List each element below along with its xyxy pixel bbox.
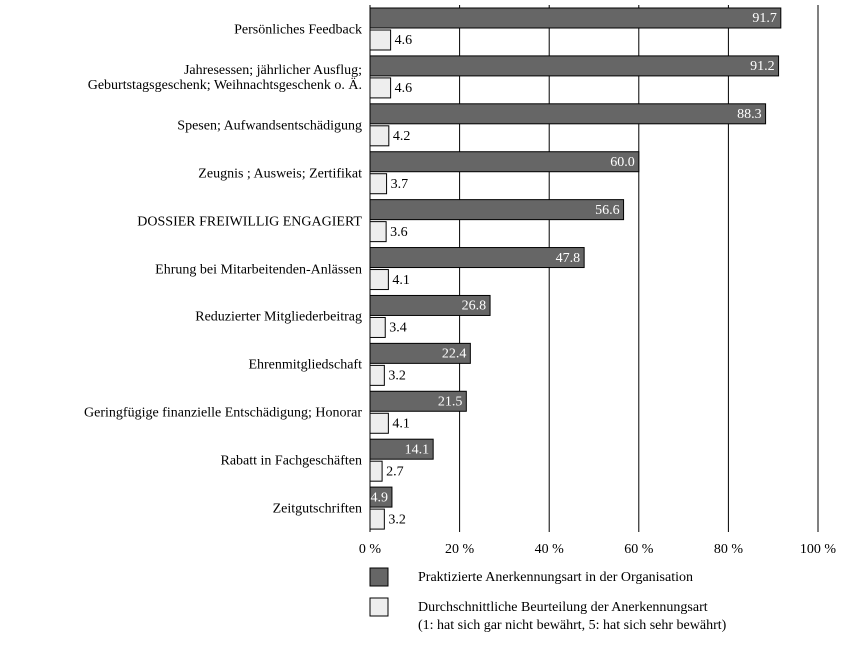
x-tick-label: 60 % <box>624 542 654 557</box>
category-label: DOSSIER FREIWILLIG ENGAGIERT <box>137 214 362 230</box>
legend-label: Durchschnittliche Beurteilung der Anerke… <box>418 600 708 615</box>
category-label: Ehrenmitgliedschaft <box>248 357 362 373</box>
value-label: 3.2 <box>388 512 406 527</box>
value-label: 4.2 <box>393 129 411 144</box>
value-label: 4.9 <box>370 490 388 505</box>
value-label: 4.6 <box>395 81 413 96</box>
legend-swatch <box>369 597 389 617</box>
category-label: Spesen; Aufwandsentschädigung <box>177 118 362 134</box>
category-label: Jahresessen; jährlicher Ausflug; Geburts… <box>87 62 362 93</box>
category-label: Zeitgutschriften <box>272 501 362 517</box>
category-label: Reduzierter Mitgliederbeitrag <box>195 309 362 325</box>
value-label: 91.2 <box>750 59 775 74</box>
bar <box>369 29 392 51</box>
category-label: Ehrung bei Mitarbeitenden-Anlässen <box>155 262 362 278</box>
bar <box>369 269 389 291</box>
bar <box>369 199 625 221</box>
x-tick-label: 100 % <box>800 542 837 557</box>
bar <box>369 316 386 338</box>
value-label: 91.7 <box>752 11 777 26</box>
legend-label: Praktizierte Anerkennungsart in der Orga… <box>418 570 693 585</box>
bar <box>369 77 392 99</box>
value-label: 60.0 <box>610 155 635 170</box>
bar <box>369 508 385 530</box>
bar <box>369 412 389 434</box>
value-label: 56.6 <box>595 203 620 218</box>
value-label: 3.7 <box>391 177 409 192</box>
bar <box>369 7 782 29</box>
value-label: 2.7 <box>386 464 404 479</box>
bar <box>369 221 387 243</box>
value-label: 21.5 <box>438 394 463 409</box>
category-label: Persönliches Feedback <box>234 22 362 38</box>
category-label: Zeugnis ; Ausweis; Zertifikat <box>198 166 362 182</box>
value-label: 47.8 <box>556 251 581 266</box>
x-tick-label: 80 % <box>714 542 744 557</box>
bar <box>369 151 640 173</box>
category-label: Rabatt in Fachgeschäften <box>220 453 362 469</box>
value-label: 26.8 <box>462 299 487 314</box>
value-label: 3.4 <box>389 321 407 336</box>
legend-swatch <box>369 567 389 587</box>
value-label: 3.6 <box>390 225 408 240</box>
bar <box>369 55 780 77</box>
x-tick-label: 40 % <box>535 542 565 557</box>
bar <box>369 247 585 269</box>
value-label: 4.6 <box>395 33 413 48</box>
value-label: 4.1 <box>392 416 410 431</box>
x-tick-label: 20 % <box>445 542 475 557</box>
value-label: 22.4 <box>442 347 467 362</box>
value-label: 88.3 <box>737 107 762 122</box>
x-tick-label: 0 % <box>359 542 382 557</box>
bar <box>369 364 385 386</box>
bar <box>369 103 767 125</box>
value-label: 4.1 <box>392 273 410 288</box>
value-label: 3.2 <box>388 369 406 384</box>
bar <box>369 125 390 147</box>
legend-note: (1: hat sich gar nicht bewährt, 5: hat s… <box>418 618 727 633</box>
bar <box>369 460 383 482</box>
bar <box>369 173 388 195</box>
value-label: 14.1 <box>405 442 430 457</box>
category-label: Geringfügige finanzielle Entschädigung; … <box>84 405 362 421</box>
